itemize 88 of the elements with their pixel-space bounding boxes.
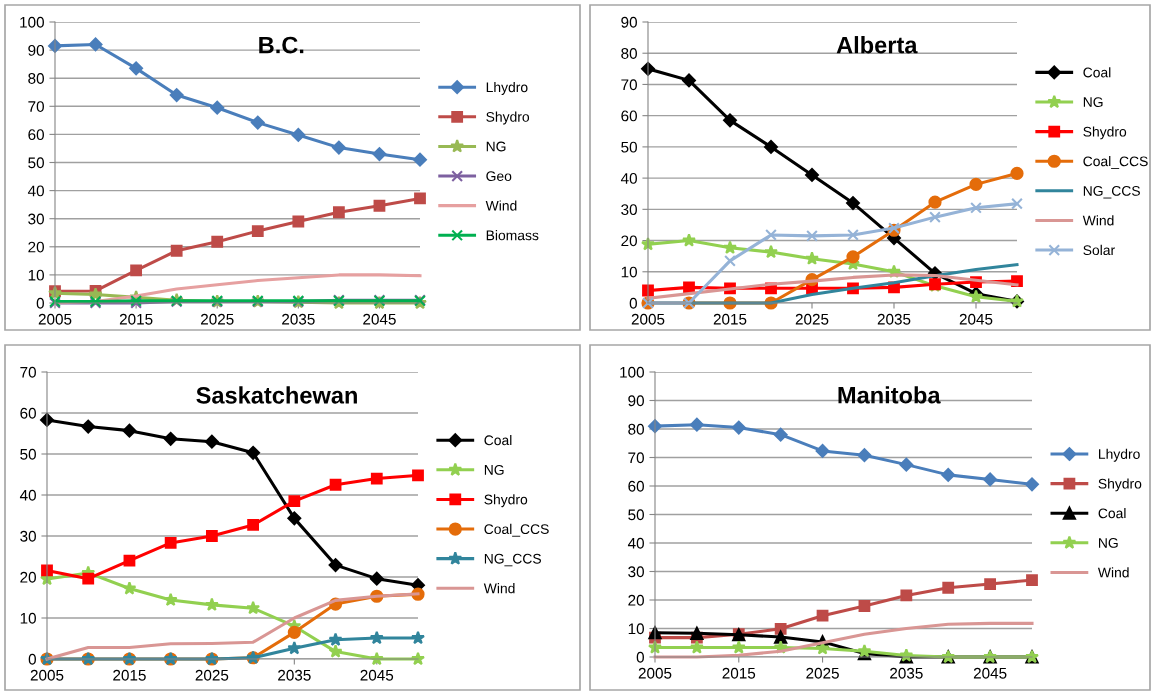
y-tick-label: 40 [627,537,644,549]
legend-label: Wind [1097,567,1129,578]
legend-label: Coal [1098,508,1126,519]
y-tick-label: 20 [621,235,637,247]
y-tick-label: 90 [28,44,44,56]
y-tick-label: 80 [628,423,644,435]
legend-label: NG [1099,538,1118,548]
y-tick-label: 70 [20,366,36,378]
y-tick-label: 20 [20,571,36,583]
x-tick-label: 2005 [631,313,665,325]
y-tick-label: 20 [28,241,44,253]
y-tick-label: 30 [28,213,44,225]
legend-label: Wind [1082,215,1114,226]
x-tick-label: 2015 [113,669,146,681]
y-tick-label: 50 [20,448,36,460]
legend-label: Coal_CCS [1083,156,1148,169]
legend-label: Wind [485,200,517,211]
y-tick-label: 0 [28,653,36,665]
legend-label: NG_CCS [484,553,541,567]
legend-label: Shydro [1083,126,1127,140]
y-tick-label: 60 [20,407,36,419]
y-tick-label: 60 [628,480,644,492]
y-tick-label: 10 [621,266,637,278]
legend-label: NG [1083,97,1103,107]
y-tick-label: 100 [620,366,644,378]
x-tick-label: 2015 [722,667,756,679]
x-tick-label: 2045 [360,669,394,681]
y-tick-label: 80 [621,48,637,59]
y-tick-label: 40 [620,172,637,184]
x-tick-label: 2035 [278,669,311,681]
x-tick-label: 2045 [973,667,1007,679]
legend-label: Coal [484,434,512,446]
y-tick-label: 40 [19,489,36,501]
y-tick-label: 0 [36,297,44,309]
y-tick-label: 0 [629,297,637,309]
y-tick-label: 90 [628,395,644,407]
legend-label: Lhydro [486,81,528,95]
legend-label: Shydro [486,111,530,125]
y-tick-label: 0 [636,651,644,663]
y-tick-label: 10 [28,269,44,281]
legend-label: Solar [1083,244,1115,256]
y-tick-label: 50 [628,509,644,521]
y-tick-label: 60 [28,129,44,141]
x-tick-label: 2015 [713,313,747,325]
legend-label: Shydro [484,494,528,508]
y-tick-label: 100 [20,16,44,28]
x-tick-label: 2025 [795,313,829,325]
chart-title: B.C. [259,36,304,54]
y-tick-label: 30 [621,204,637,216]
x-tick-label: 2025 [201,313,234,325]
y-tick-label: 10 [628,623,644,635]
legend-label: Coal_CCS [484,523,549,537]
legend-label: Shydro [1098,478,1142,492]
legend-label: Biomass [486,230,539,241]
x-tick-label: 2035 [890,667,923,679]
x-tick-label: 2035 [282,313,315,325]
x-tick-label: 2005 [638,667,672,679]
x-tick-label: 2025 [806,667,839,679]
chart-title: Saskatchewan [196,386,357,404]
x-tick-label: 2015 [119,313,153,325]
legend-label: Geo [486,171,512,182]
y-tick-label: 50 [621,141,637,153]
x-tick-label: 2035 [877,313,911,325]
legend-label: NG_CCS [1083,186,1140,199]
y-tick-label: 70 [28,101,44,112]
x-tick-label: 2005 [38,313,72,325]
legend-label: Wind [483,583,515,594]
x-tick-label: 2045 [959,313,993,325]
y-tick-label: 90 [621,16,637,28]
y-tick-label: 30 [628,566,644,578]
y-tick-label: 50 [28,157,44,169]
x-tick-label: 2045 [363,313,396,325]
legend-label: NG [484,464,504,475]
y-tick-label: 20 [628,594,644,606]
legend-label: Lhydro [1099,448,1140,462]
y-tick-label: 10 [20,612,36,624]
x-tick-label: 2025 [195,669,229,681]
y-tick-label: 40 [27,185,44,197]
chart-title: Manitoba [838,386,941,404]
legend-label: Coal [1083,67,1111,78]
y-tick-label: 60 [621,110,637,122]
y-tick-label: 80 [28,73,44,84]
y-tick-label: 70 [621,79,637,91]
y-tick-label: 30 [20,530,36,542]
x-tick-label: 2005 [30,669,64,681]
y-tick-label: 70 [628,452,644,464]
chart-title: Alberta [836,36,918,54]
legend-label: NG [486,141,506,152]
